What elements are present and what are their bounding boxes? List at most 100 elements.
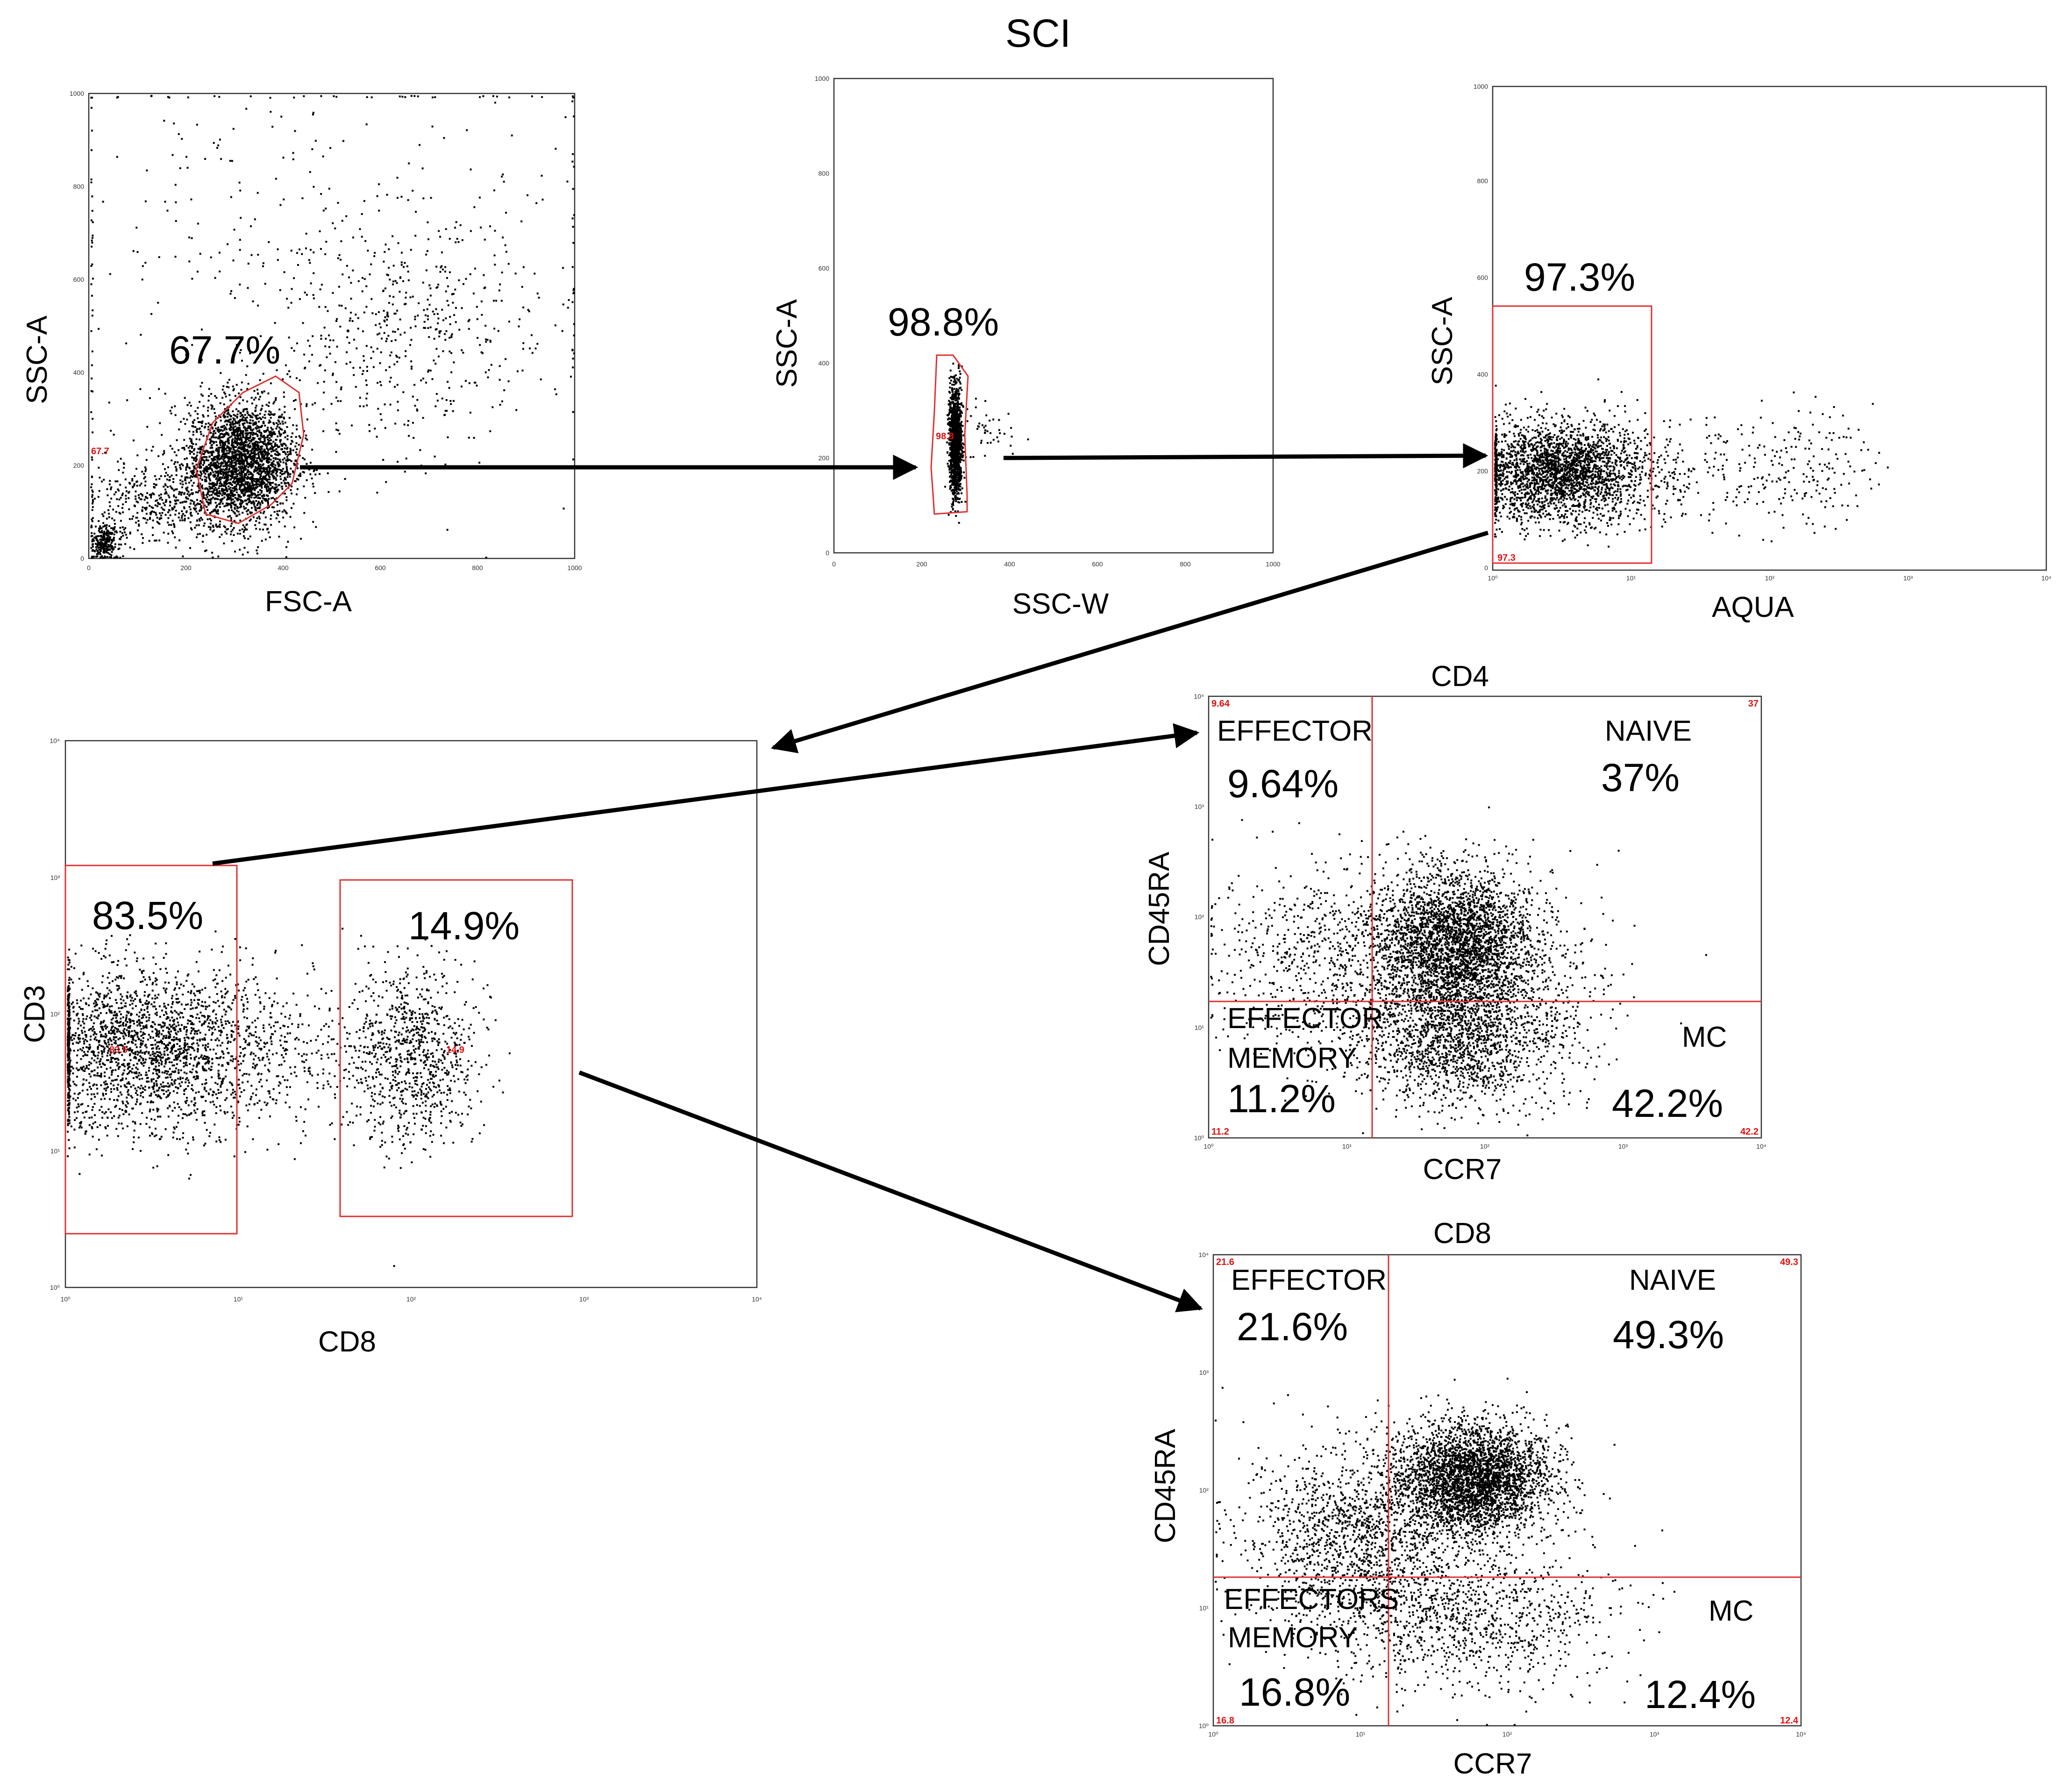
x-tick-label: 0 <box>87 564 91 572</box>
y-tick-label: 600 <box>819 264 830 272</box>
y-tick-label: 800 <box>1477 177 1488 185</box>
event-dots <box>90 95 576 559</box>
y-tick-label: 0 <box>826 549 829 557</box>
y-tick-label: 10² <box>1195 913 1204 921</box>
figure-title: SCI <box>1005 11 1071 55</box>
plot-frame <box>1492 86 2047 571</box>
x-tick-label: 200 <box>180 564 192 572</box>
x-tick-label: 600 <box>375 564 386 572</box>
x-tick-label: 1000 <box>1266 560 1280 568</box>
gate-singlets <box>930 354 969 515</box>
quadrant-name: NAIVE <box>1605 715 1692 747</box>
x-tick-label: 10⁴ <box>1756 1143 1766 1150</box>
quadrant-percent: 16.8% <box>1239 1670 1350 1714</box>
tick-labels: 10⁰ 10¹ 10² 10³ 10⁴ 10⁰ 10¹ 10² 10³ 10⁴ <box>1198 1251 1806 1738</box>
tick-labels: 10⁰ 10¹ 10² 10³ 10⁴ 10⁰ 10¹ 10² 10³ 10⁴ <box>1194 693 1766 1150</box>
y-tick-label: 10¹ <box>1199 1604 1209 1612</box>
data-points <box>1215 1378 1675 1726</box>
y-tick-label: 800 <box>73 183 85 190</box>
event-dots <box>944 363 1029 524</box>
data-points <box>1494 378 1889 548</box>
gate-percent: 83.5% <box>92 894 203 937</box>
y-tick-label: 200 <box>73 462 85 469</box>
gate-percent: 97.3% <box>1524 255 1635 299</box>
x-tick-label: 10¹ <box>1356 1730 1366 1738</box>
y-tick-label: 10⁰ <box>1194 1134 1204 1142</box>
y-tick-label: 10² <box>50 1010 60 1018</box>
y-tick-label: 600 <box>1477 274 1488 281</box>
quadrant-percent: 37% <box>1601 756 1680 800</box>
quadrant-name: NAIVE <box>1629 1264 1716 1296</box>
gate-live <box>1492 305 1652 564</box>
y-tick-label: 10³ <box>1199 1369 1209 1376</box>
y-axis-label: CD45RA <box>1149 1429 1182 1543</box>
gate-value: 98.8 <box>936 431 954 442</box>
tick-labels: 10⁰ 10¹ 10² 10³ 10⁴ 0 200 400 600 800 10… <box>1474 83 2051 582</box>
quadrant-name: EFFECTORS <box>1224 1583 1399 1615</box>
quadrant-percent: 21.6% <box>1237 1305 1348 1349</box>
y-tick-label: 10⁰ <box>50 1284 60 1291</box>
y-tick-label: 800 <box>819 170 830 177</box>
quadrant-name-line2: MEMORY <box>1227 1042 1357 1074</box>
quadrant-corner-value: 21.6 <box>1216 1257 1234 1267</box>
panel-aqua-ssca: 10⁰ 10¹ 10² 10³ 10⁴ 0 200 400 600 800 10… <box>1426 83 2051 623</box>
x-tick-label: 10⁰ <box>60 1295 71 1303</box>
quadrant-corner-value: 37 <box>1748 699 1759 709</box>
quadrant-percent: 12.4% <box>1645 1673 1756 1716</box>
y-tick-label: 200 <box>1477 467 1488 475</box>
event-dots <box>1494 378 1889 548</box>
quadrant-corner-value: 12.4 <box>1780 1716 1799 1726</box>
gate-percent: 14.9% <box>408 904 520 948</box>
quadrant-corner-value: 9.64 <box>1211 699 1230 709</box>
event-dots <box>1215 1378 1675 1726</box>
data-points <box>90 95 576 559</box>
plot-frame <box>1208 695 1762 1139</box>
gate-percent: 67.7% <box>169 328 280 372</box>
y-tick-label: 10⁴ <box>1194 693 1204 700</box>
x-tick-label: 200 <box>916 560 927 568</box>
quadrant-corner-value: 42.2 <box>1740 1127 1759 1137</box>
plot-frame <box>64 740 758 1288</box>
y-tick-label: 1000 <box>815 75 829 82</box>
plot-frame <box>1212 1254 1802 1727</box>
quadrant-percent: 11.2% <box>1227 1077 1336 1121</box>
y-tick-label: 10⁴ <box>1198 1251 1209 1258</box>
y-tick-label: 400 <box>73 369 85 376</box>
x-tick-label: 10⁰ <box>1208 1730 1218 1738</box>
x-axis-label: AQUA <box>1712 591 1794 623</box>
gate-value: 97.3 <box>1497 553 1516 563</box>
x-tick-label: 10³ <box>1650 1730 1659 1738</box>
y-tick-label: 400 <box>819 359 830 367</box>
y-axis-label: CD3 <box>19 985 51 1043</box>
quadrant-corner-value: 11.2 <box>1211 1127 1229 1137</box>
quadrant-corner-value: 49.3 <box>1780 1257 1798 1267</box>
gate-lymphocytes <box>195 375 305 524</box>
x-tick-label: 10⁰ <box>1488 574 1498 582</box>
quadrant-name: EFFECTOR <box>1227 1002 1383 1035</box>
x-axis-label: SSC-W <box>1012 588 1109 620</box>
panel-cd8-subsets: CD8 10⁰ 10¹ 10² 10³ 10⁴ 10⁰ 10¹ 10² 10³ … <box>1149 1217 1806 1780</box>
x-tick-label: 10⁴ <box>752 1295 762 1303</box>
gate-percent: 98.8% <box>888 300 999 344</box>
quadrant-corner-value: 16.8 <box>1216 1716 1234 1726</box>
arrow-to-live <box>1003 443 1488 469</box>
y-tick-label: 400 <box>1477 371 1488 378</box>
tick-labels: 0 200 400 600 800 1000 0 200 400 600 800… <box>70 90 582 572</box>
y-tick-label: 10¹ <box>1195 1024 1204 1031</box>
x-tick-label: 10¹ <box>1626 574 1636 582</box>
panel-sscw-ssca: 0 200 400 600 800 1000 0 200 400 600 800… <box>771 75 1281 620</box>
x-tick-label: 10⁰ <box>1203 1143 1214 1150</box>
tick-labels: 0 200 400 600 800 1000 0 200 400 600 800… <box>815 75 1281 568</box>
gate-value: 67.7 <box>91 446 109 457</box>
quadrant-name: MC <box>1709 1595 1753 1627</box>
y-tick-label: 10¹ <box>50 1147 60 1155</box>
y-axis-label: SSC-A <box>1426 297 1459 386</box>
x-tick-label: 10¹ <box>1342 1143 1352 1150</box>
x-tick-label: 1000 <box>567 564 582 572</box>
plot-frame <box>88 93 576 559</box>
x-tick-label: 10³ <box>1903 574 1913 582</box>
panel-fsc-ssc: 0 200 400 600 800 1000 0 200 400 600 800… <box>21 90 582 618</box>
tick-labels: 10⁰ 10¹ 10² 10³ 10⁴ 10⁰ 10¹ 10² 10³ 10⁴ <box>50 737 762 1303</box>
y-tick-label: 10⁴ <box>50 737 60 744</box>
